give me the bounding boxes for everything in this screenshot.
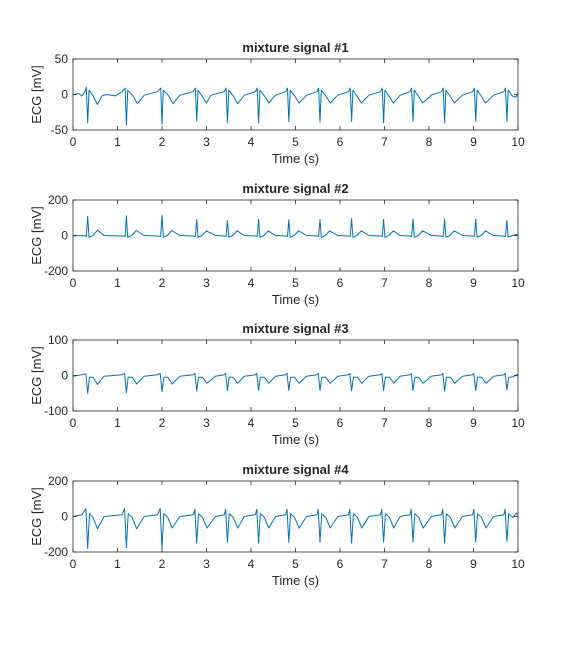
x-tick-label: 3	[203, 135, 210, 149]
series-line	[73, 86, 518, 126]
x-tick-label: 8	[426, 135, 433, 149]
x-tick-label: 4	[248, 135, 255, 149]
x-tick-label: 9	[470, 135, 477, 149]
x-tick-label: 1	[114, 416, 121, 430]
x-tick-label: 5	[292, 276, 299, 290]
y-tick-label: 0	[61, 88, 68, 102]
y-axis-label: ECG [mV]	[29, 65, 44, 124]
plot-area	[72, 58, 519, 131]
x-tick-label: 7	[381, 276, 388, 290]
x-tick-label: 10	[511, 557, 525, 571]
x-tick-label: 6	[337, 276, 344, 290]
x-tick-label: 1	[114, 276, 121, 290]
x-axis-label: Time (s)	[272, 573, 319, 588]
plot-area	[72, 480, 519, 553]
x-tick-label: 5	[292, 135, 299, 149]
x-tick-label: 5	[292, 557, 299, 571]
x-tick-label: 4	[248, 557, 255, 571]
x-tick-label: 5	[292, 416, 299, 430]
y-tick-label: -50	[51, 123, 69, 137]
y-axis-label: ECG [mV]	[29, 206, 44, 265]
x-tick-label: 0	[70, 135, 77, 149]
x-tick-label: 10	[511, 276, 525, 290]
y-axis-label: ECG [mV]	[29, 487, 44, 546]
x-axis-label: Time (s)	[272, 292, 319, 307]
x-tick-label: 10	[511, 135, 525, 149]
x-tick-label: 7	[381, 135, 388, 149]
plot-area	[72, 339, 519, 412]
x-tick-label: 10	[511, 416, 525, 430]
x-tick-label: 0	[70, 416, 77, 430]
y-tick-label: -100	[44, 404, 68, 418]
x-axis-label: Time (s)	[272, 151, 319, 166]
x-tick-label: 3	[203, 557, 210, 571]
x-tick-label: 9	[470, 276, 477, 290]
subplot-title: mixture signal #3	[242, 321, 348, 336]
x-tick-label: 2	[159, 557, 166, 571]
x-tick-label: 8	[426, 276, 433, 290]
y-tick-label: 200	[48, 474, 68, 488]
y-tick-label: -200	[44, 264, 68, 278]
y-axis-label: ECG [mV]	[29, 346, 44, 405]
x-axis-label: Time (s)	[272, 432, 319, 447]
series-line	[73, 508, 518, 549]
series-line	[73, 372, 518, 394]
y-tick-label: -200	[44, 545, 68, 559]
x-tick-label: 6	[337, 135, 344, 149]
x-tick-label: 2	[159, 135, 166, 149]
x-tick-label: 1	[114, 557, 121, 571]
x-tick-label: 6	[337, 557, 344, 571]
subplot-title: mixture signal #4	[242, 462, 349, 477]
x-tick-label: 4	[248, 416, 255, 430]
x-tick-label: 8	[426, 416, 433, 430]
plot-area	[72, 199, 519, 272]
x-tick-label: 9	[470, 416, 477, 430]
y-tick-label: 200	[48, 193, 68, 207]
x-tick-label: 7	[381, 416, 388, 430]
x-tick-label: 3	[203, 416, 210, 430]
x-tick-label: 9	[470, 557, 477, 571]
y-tick-label: 0	[61, 369, 68, 383]
x-tick-label: 7	[381, 557, 388, 571]
y-tick-label: 100	[48, 333, 68, 347]
series-line	[73, 214, 518, 238]
x-tick-label: 2	[159, 416, 166, 430]
x-tick-label: 6	[337, 416, 344, 430]
y-tick-label: 0	[61, 229, 68, 243]
x-tick-label: 0	[70, 557, 77, 571]
x-tick-label: 1	[114, 135, 121, 149]
subplot-title: mixture signal #2	[242, 181, 348, 196]
x-tick-label: 8	[426, 557, 433, 571]
x-tick-label: 3	[203, 276, 210, 290]
y-tick-label: 50	[55, 52, 69, 66]
y-tick-label: 0	[61, 510, 68, 524]
x-tick-label: 2	[159, 276, 166, 290]
x-tick-label: 0	[70, 276, 77, 290]
x-tick-label: 4	[248, 276, 255, 290]
subplot-title: mixture signal #1	[242, 40, 348, 55]
